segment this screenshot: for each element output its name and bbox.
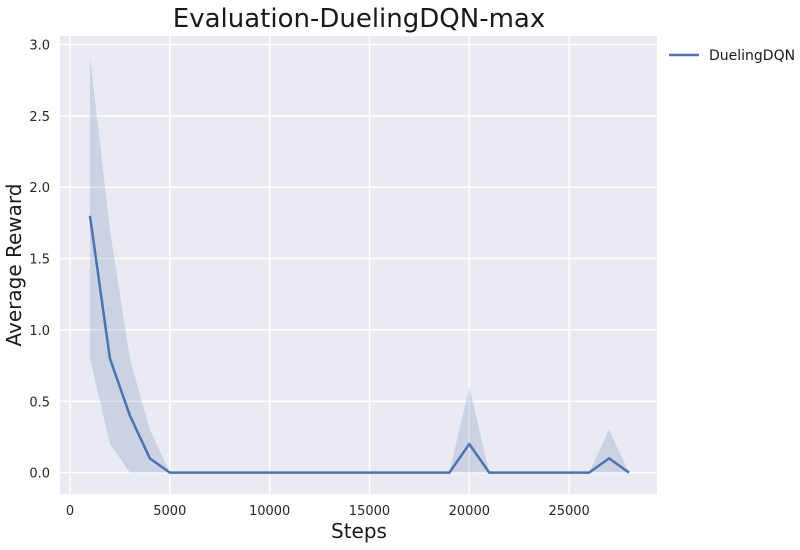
- x-tick-label: 10000: [249, 504, 290, 519]
- y-tick-label: 1.5: [29, 253, 50, 268]
- y-gridlines: [60, 43, 657, 474]
- y-tick-label: 1.0: [29, 324, 50, 339]
- y-tick-label: 3.0: [29, 39, 50, 54]
- confidence-band-layer: [89, 55, 630, 473]
- y-tick-label: 0.0: [29, 467, 50, 482]
- y-tick-label: 2.0: [29, 181, 50, 196]
- y-tick-labels: 0.0 0.5 1.0 1.5 2.0 2.5 3.0: [29, 39, 50, 482]
- x-tick-labels: 0 5000 10000 15000 20000 25000: [66, 504, 590, 519]
- x-tick-label: 20000: [449, 504, 490, 519]
- x-gridlines: [69, 36, 570, 494]
- x-tick-label: 5000: [153, 504, 186, 519]
- x-tick-label: 0: [66, 504, 74, 519]
- y-tick-label: 0.5: [29, 395, 50, 410]
- y-axis-label: Average Reward: [2, 184, 26, 347]
- legend: DuelingDQN: [669, 48, 795, 64]
- plot-background: [60, 36, 657, 494]
- series-line-duelingdqn: [88, 215, 630, 474]
- x-tick-label: 15000: [349, 504, 390, 519]
- legend-label-duelingdqn: DuelingDQN: [709, 48, 795, 64]
- chart-title: Evaluation-DuelingDQN-max: [173, 4, 545, 34]
- series-line-layer: [88, 215, 630, 474]
- y-tick-label: 2.5: [29, 110, 50, 125]
- x-tick-label: 25000: [548, 504, 589, 519]
- x-axis-label: Steps: [331, 519, 387, 543]
- confidence-band-duelingdqn: [89, 55, 630, 473]
